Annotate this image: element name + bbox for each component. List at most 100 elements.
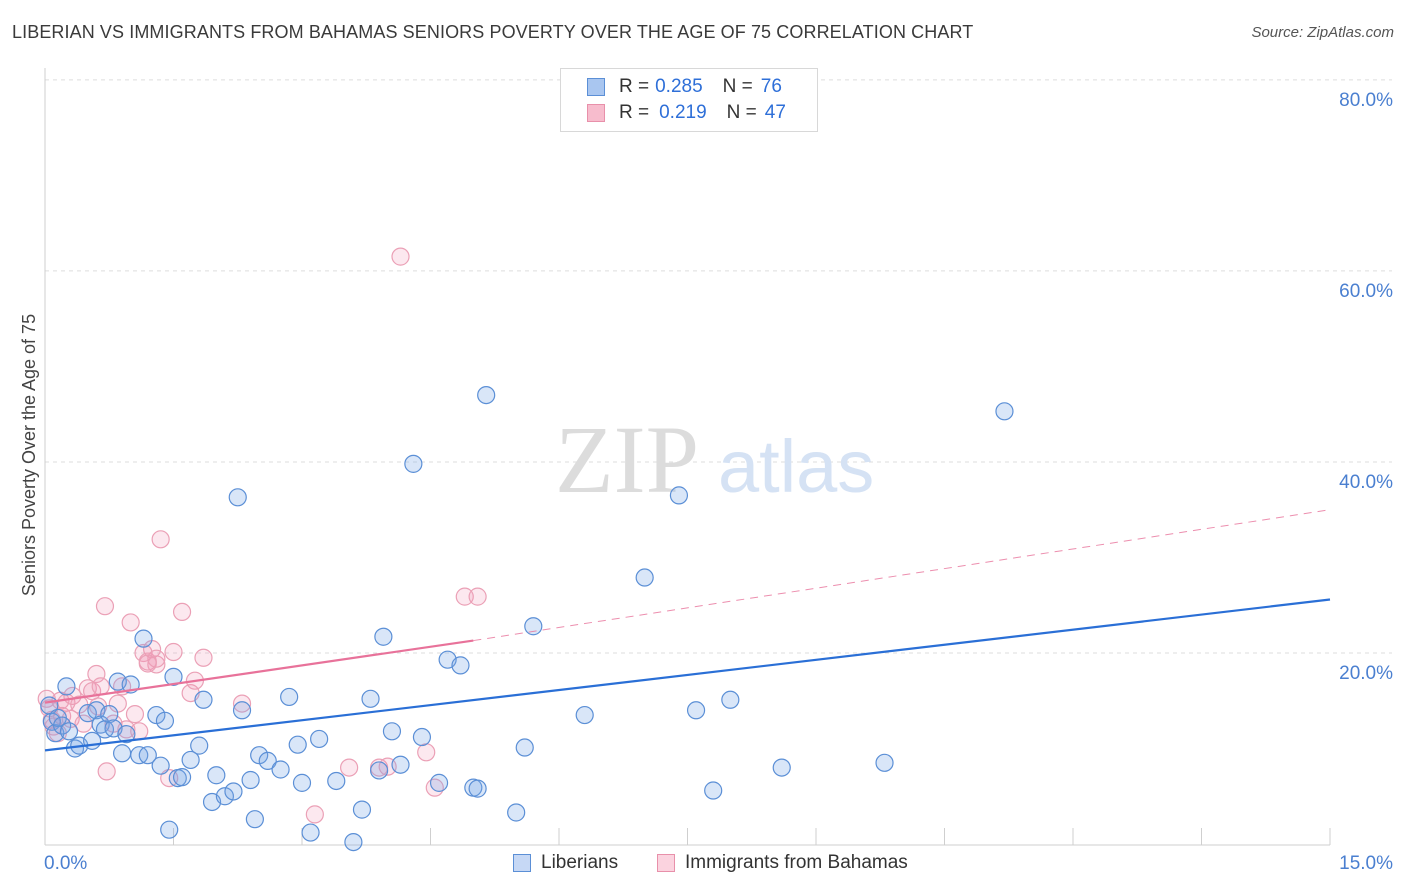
watermark-zip: ZIP [555, 406, 699, 513]
liberian-point [669, 486, 689, 505]
legend-row-liberians: R = 0.285 N = 76 [587, 75, 782, 99]
bahamas-point [164, 642, 183, 662]
watermark-atlas: atlas [718, 425, 874, 508]
bahamas-point [340, 758, 359, 777]
bottom-swatch-blue [513, 854, 531, 872]
liberian-trend-line [44, 598, 1331, 752]
liberian-point [194, 690, 213, 709]
trend-lines [44, 509, 1331, 752]
liberian-point [352, 800, 372, 819]
liberian-point [507, 803, 526, 822]
chart-title: LIBERIAN VS IMMIGRANTS FROM BAHAMAS SENI… [12, 22, 974, 42]
legend-n-value: 76 [760, 76, 782, 97]
liberian-point [258, 751, 277, 771]
source-label: Source: ZipAtlas.com [1251, 24, 1394, 41]
liberian-point [301, 823, 320, 842]
bahamas-point [125, 705, 145, 724]
liberian-point [151, 756, 170, 775]
bahamas-trend-extension [473, 509, 1331, 642]
liberian-point [181, 750, 200, 770]
liberian-point [292, 773, 312, 792]
liberian-point [59, 722, 79, 741]
bottom-legend-bahamas: Immigrants from Bahamas [657, 852, 908, 874]
bahamas-point [147, 649, 166, 668]
liberian-point [477, 385, 496, 405]
liberian-point [391, 755, 410, 774]
liberian-point [451, 656, 470, 675]
liberian-point [100, 705, 119, 724]
bahamas-point [305, 805, 324, 824]
x-tick-label: 0.0% [44, 853, 87, 874]
bahamas-point [232, 694, 252, 713]
liberian-point [344, 832, 363, 852]
bahamas-point [468, 587, 487, 606]
liberian-points [40, 385, 1014, 852]
bahamas-points [37, 247, 487, 824]
bahamas-point [417, 743, 436, 762]
liberian-point [875, 753, 894, 772]
y-axis-label: Seniors Poverty Over the Age of 75 [19, 314, 39, 596]
liberian-point [138, 746, 157, 765]
liberian-point [117, 725, 136, 744]
liberian-point [215, 787, 234, 806]
liberian-point [327, 771, 346, 791]
liberian-point [155, 711, 175, 730]
liberian-point [46, 724, 65, 743]
liberian-point [112, 744, 132, 763]
liberian-point [288, 735, 307, 754]
liberian-point [310, 729, 329, 749]
liberian-point [280, 687, 299, 707]
legend-row-bahamas: R = 0.219 N = 47 [587, 101, 786, 125]
bahamas-point [151, 530, 170, 549]
liberian-point [721, 690, 740, 709]
liberian-point [245, 810, 264, 829]
liberian-point [224, 782, 243, 801]
liberian-point [164, 667, 183, 686]
x-tick-label: 15.0% [1339, 853, 1393, 874]
liberian-point [228, 488, 247, 507]
liberian-point [995, 402, 1014, 421]
bahamas-point [95, 597, 115, 616]
legend-r-label: R = [619, 102, 650, 123]
legend-swatch-pink [587, 104, 605, 122]
y-tick-label: 60.0% [1339, 281, 1393, 302]
y-tick-label: 20.0% [1339, 663, 1393, 684]
liberian-point [190, 736, 209, 755]
legend-n-label: N = [722, 76, 753, 97]
bahamas-point [172, 602, 192, 622]
liberian-point [207, 766, 226, 785]
liberian-point [429, 773, 449, 792]
legend-n-label: N = [726, 102, 757, 123]
bottom-legend-liberians: Liberians [513, 852, 618, 874]
bahamas-point [91, 677, 110, 696]
liberian-point [772, 758, 791, 777]
y-tick-label: 80.0% [1339, 90, 1393, 111]
legend-r-value: 0.219 [659, 102, 707, 123]
bottom-legend-label: Liberians [541, 852, 619, 873]
gridlines [45, 79, 1392, 654]
legend-r-value: 0.285 [655, 76, 703, 97]
bahamas-point [97, 762, 116, 781]
liberian-point [241, 770, 260, 790]
liberian-point [515, 738, 534, 757]
liberian-point [575, 705, 594, 725]
legend-n-value: 47 [764, 102, 786, 123]
legend-r-label: R = [619, 76, 650, 97]
correlation-legend: R = 0.285 N = 76 R = 0.219 N = 47 [560, 68, 818, 132]
watermark: ZIP atlas [555, 406, 874, 513]
bahamas-point [391, 247, 410, 266]
liberian-point [524, 617, 543, 636]
liberian-point [635, 568, 654, 587]
liberian-point [686, 701, 706, 720]
liberian-point [370, 761, 389, 780]
liberian-point [232, 701, 252, 720]
bahamas-point [194, 648, 213, 667]
liberian-point [160, 820, 179, 839]
liberian-point [57, 677, 76, 696]
bahamas-point [138, 654, 157, 673]
liberian-point [374, 627, 393, 646]
liberian-point [468, 779, 487, 798]
liberian-point [361, 689, 380, 708]
bottom-legend-label: Immigrants from Bahamas [685, 852, 908, 873]
